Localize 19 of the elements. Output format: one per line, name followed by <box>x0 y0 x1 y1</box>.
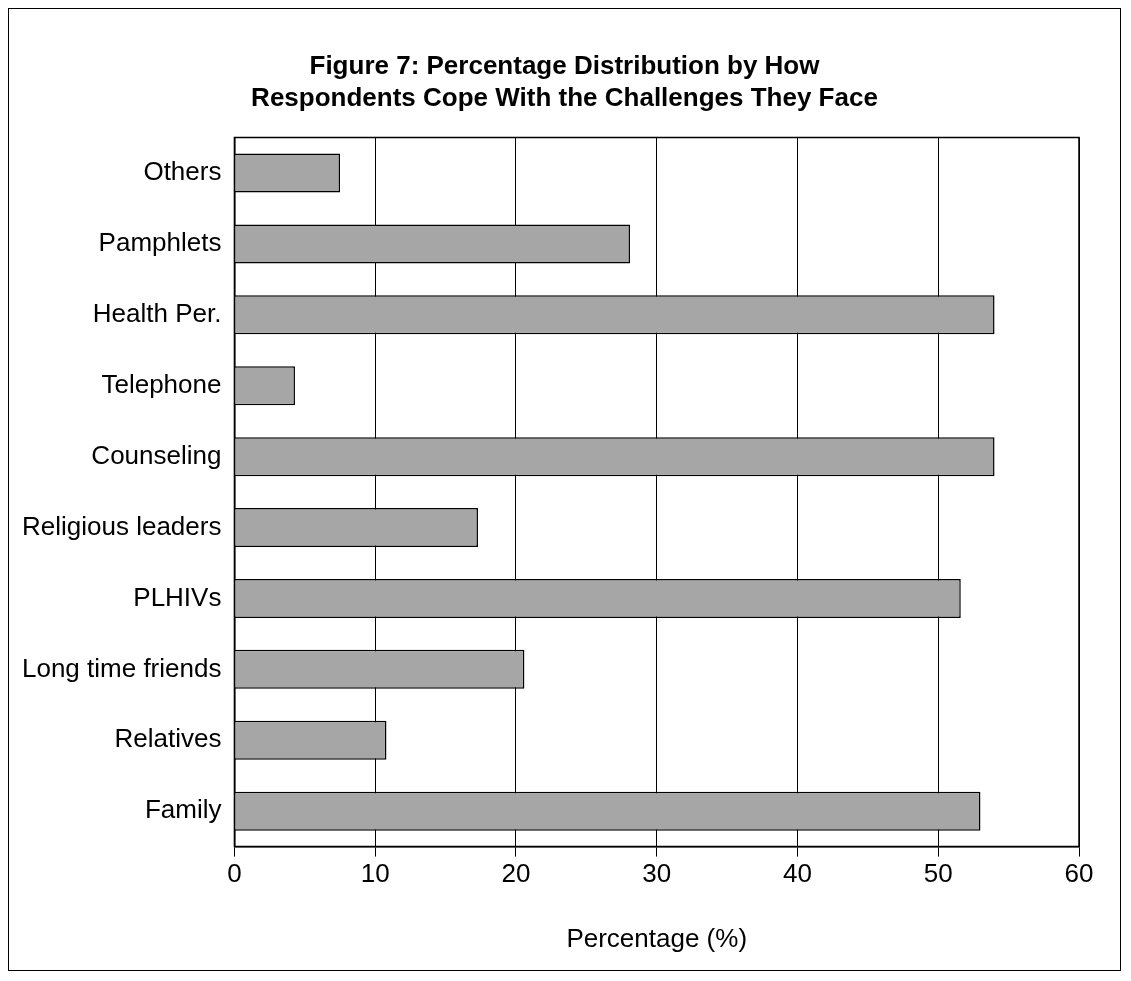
y-tick-label: Long time friends <box>21 652 222 683</box>
chart-title: Figure 7: Percentage Distribution by How Respondents Cope With the Challenges They Face <box>250 49 879 113</box>
x-axis-title: Percentage (%) <box>566 922 748 953</box>
y-tick-label: Others <box>143 156 222 187</box>
y-tick-label: Health Per. <box>92 298 222 329</box>
y-tick-label: Pamphlets <box>98 227 222 258</box>
x-tick-label: 60 <box>1064 858 1094 889</box>
y-tick-label: Telephone <box>101 368 222 399</box>
x-tick-label: 0 <box>227 858 242 889</box>
y-tick-label: Family <box>144 794 222 825</box>
y-tick-label: Relatives <box>114 723 222 754</box>
x-tick-label: 30 <box>642 858 672 889</box>
x-tick-label: 10 <box>360 858 390 889</box>
x-tick-label: 20 <box>501 858 531 889</box>
x-tick-label: 40 <box>783 858 812 889</box>
y-tick-label: Religious leaders <box>21 510 222 541</box>
x-tick-label: 50 <box>923 858 953 889</box>
y-tick-label: Counseling <box>91 439 222 470</box>
y-tick-label: PLHIVs <box>133 581 222 612</box>
